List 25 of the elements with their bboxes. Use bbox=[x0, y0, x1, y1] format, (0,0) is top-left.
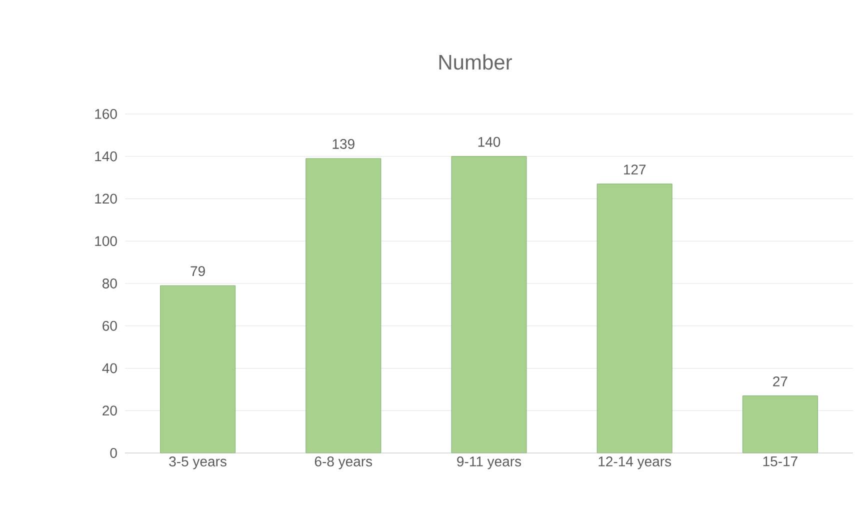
y-tick-label: 60 bbox=[102, 320, 117, 331]
x-tick-label: 15-17 bbox=[763, 456, 798, 466]
chart-title: Number bbox=[439, 54, 512, 70]
y-tick-label: 160 bbox=[95, 109, 117, 119]
x-tick-label: 3-5 years bbox=[169, 456, 226, 470]
y-tick-label: 140 bbox=[95, 151, 117, 162]
bar bbox=[306, 158, 382, 454]
data-label: 140 bbox=[478, 136, 500, 147]
y-tick-label: 40 bbox=[102, 363, 117, 374]
y-tick-label: 100 bbox=[95, 236, 117, 246]
data-label: 127 bbox=[624, 164, 646, 174]
x-tick-label: 6-8 years bbox=[314, 456, 372, 470]
bar bbox=[596, 184, 672, 454]
x-tick-label: 9-11 years bbox=[457, 456, 522, 470]
y-tick-label: 0 bbox=[110, 448, 117, 458]
y-tick-label: 20 bbox=[102, 406, 117, 416]
bar bbox=[742, 396, 818, 454]
x-tick-label: 12-14 years bbox=[598, 456, 672, 470]
data-label: 27 bbox=[773, 376, 788, 386]
data-label: 79 bbox=[190, 266, 205, 276]
data-label: 139 bbox=[332, 139, 354, 149]
y-tick-label: 120 bbox=[95, 194, 117, 204]
bar bbox=[160, 285, 236, 454]
y-tick-label: 80 bbox=[102, 278, 117, 288]
bar bbox=[451, 156, 527, 454]
